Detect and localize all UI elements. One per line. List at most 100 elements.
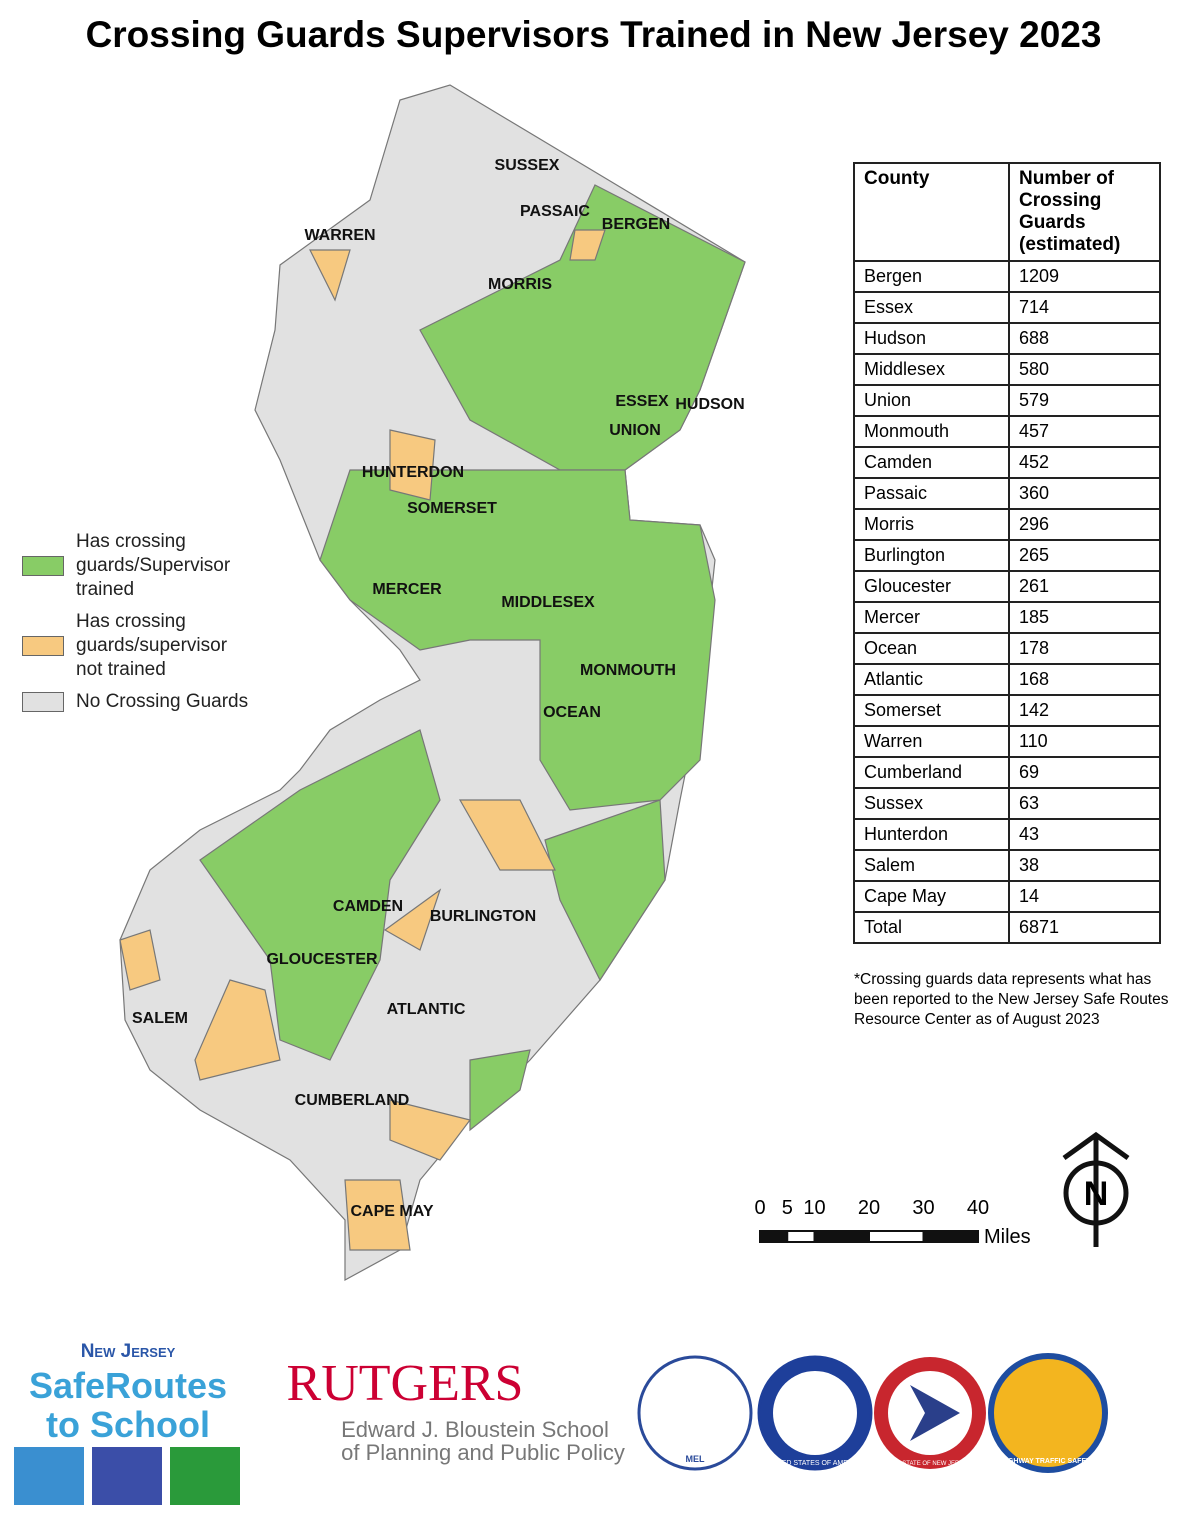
- table-cell: 714: [1008, 291, 1161, 324]
- header-cell: County: [853, 162, 1010, 262]
- table-cell: 6871: [1008, 911, 1161, 944]
- table-cell: Atlantic: [853, 663, 1010, 696]
- table-cell: 360: [1008, 477, 1161, 510]
- legend-swatch: [22, 636, 64, 656]
- table-cell: Passaic: [853, 477, 1010, 510]
- header-cell: Number of Crossing Guards (estimated): [1008, 162, 1161, 262]
- county-table: County Number of Crossing Guards (estimat…: [853, 162, 1161, 944]
- table-cell: 457: [1008, 415, 1161, 448]
- county-label: UNION: [609, 422, 661, 439]
- table-cell: Ocean: [853, 632, 1010, 665]
- table-row: Salem 38: [853, 849, 1161, 882]
- table-cell: 580: [1008, 353, 1161, 386]
- table-cell: 452: [1008, 446, 1161, 479]
- scale-segment: [922, 1230, 979, 1243]
- legend-label: Has crossing guards/Supervisor trained: [76, 531, 231, 600]
- legend-item: Has crossing guards/supervisor not train…: [22, 610, 262, 682]
- county-label: HUDSON: [675, 396, 744, 413]
- table-row: Cumberland 69: [853, 756, 1161, 789]
- table-row: Camden 452: [853, 446, 1161, 479]
- table-cell: Total: [853, 911, 1010, 944]
- table-row: Cape May 14: [853, 880, 1161, 913]
- county-label: PASSAIC: [520, 203, 590, 220]
- table-cell: 14: [1008, 880, 1161, 913]
- table-cell: Mercer: [853, 601, 1010, 634]
- county-label: HUNTERDON: [362, 464, 464, 481]
- table-cell: 296: [1008, 508, 1161, 541]
- logos: New Jersey SafeRoutes to School RUTGERS …: [14, 1341, 1108, 1505]
- table-row: Somerset 142: [853, 694, 1161, 727]
- county-label: BERGEN: [602, 216, 670, 233]
- table-row: Sussex 63: [853, 787, 1161, 820]
- table-cell: Cape May: [853, 880, 1010, 913]
- table-row: Ocean 178: [853, 632, 1161, 665]
- scale-segment: [759, 1230, 789, 1243]
- scale-label: 10: [803, 1197, 825, 1219]
- north-label: N: [1084, 1175, 1109, 1213]
- table-row: Bergen 1209: [853, 260, 1161, 293]
- north-arrow: [1062, 1131, 1130, 1247]
- table-cell: Warren: [853, 725, 1010, 758]
- logo-text: HIGHWAY TRAFFIC SAFETY: [1001, 1458, 1095, 1465]
- table-cell: 63: [1008, 787, 1161, 820]
- logo-text: to School: [46, 1404, 210, 1445]
- table-cell: 69: [1008, 756, 1161, 789]
- table-cell: Salem: [853, 849, 1010, 882]
- county-label: CAPE MAY: [351, 1203, 434, 1220]
- county-label: ATLANTIC: [387, 1001, 466, 1018]
- county-label: OCEAN: [543, 704, 601, 721]
- scale-label: 40: [967, 1197, 989, 1219]
- table-row: Morris 296: [853, 508, 1161, 541]
- table-cell: Union: [853, 384, 1010, 417]
- county-label: GLOUCESTER: [266, 951, 378, 968]
- legend-item: Has crossing guards/Supervisor trained: [22, 530, 262, 602]
- table-cell: 185: [1008, 601, 1161, 634]
- county-label: SUSSEX: [495, 157, 560, 174]
- table-cell: Camden: [853, 446, 1010, 479]
- logo-text: of Planning and Public Policy: [341, 1440, 625, 1465]
- legend-swatch: [22, 692, 64, 712]
- logo-text: MEL: [686, 1454, 706, 1464]
- scale-segment: [813, 1230, 870, 1243]
- table-cell: 579: [1008, 384, 1161, 417]
- logo-text: Edward J. Bloustein School: [341, 1417, 609, 1442]
- table-row: Middlesex 580: [853, 353, 1161, 386]
- table-row: Burlington 265: [853, 539, 1161, 572]
- footnote: *Crossing guards data represents what ha…: [854, 971, 1169, 1028]
- table-cell: Morris: [853, 508, 1010, 541]
- scale-bar: 0 5 10 20 30 40 Miles: [754, 1197, 1030, 1248]
- table-cell: Burlington: [853, 539, 1010, 572]
- table-cell: Monmouth: [853, 415, 1010, 448]
- state-shape: [119, 84, 746, 1282]
- table-cell: Gloucester: [853, 570, 1010, 603]
- table-cell: 142: [1008, 694, 1161, 727]
- table-cell: Hudson: [853, 322, 1010, 355]
- table-cell: Essex: [853, 291, 1010, 324]
- scale-label: 0: [754, 1197, 765, 1219]
- table-row: Monmouth 457: [853, 415, 1161, 448]
- table-header: County Number of Crossing Guards (estimat…: [853, 162, 1161, 262]
- county-label: ESSEX: [615, 393, 669, 410]
- county-label: MERCER: [372, 581, 442, 598]
- legend-item: No Crossing Guards: [22, 690, 262, 714]
- table-cell: Cumberland: [853, 756, 1010, 789]
- logo-text: SafeRoutes: [29, 1365, 227, 1406]
- table-row: Passaic 360: [853, 477, 1161, 510]
- legend: Has crossing guards/Supervisor trained Ha…: [22, 530, 262, 722]
- table-cell: Sussex: [853, 787, 1010, 820]
- scale-unit: Miles: [984, 1226, 1031, 1248]
- table-cell: 688: [1008, 322, 1161, 355]
- table-cell: Bergen: [853, 260, 1010, 293]
- logo-text: New Jersey: [81, 1341, 176, 1362]
- table-cell: 1209: [1008, 260, 1161, 293]
- scale-label: 30: [912, 1197, 934, 1219]
- scale-segment: [786, 1230, 816, 1243]
- table-row: Atlantic 168: [853, 663, 1161, 696]
- table-cell: Somerset: [853, 694, 1010, 727]
- table-row: Essex 714: [853, 291, 1161, 324]
- table-cell: 265: [1008, 539, 1161, 572]
- legend-label: Has crossing guards/supervisor not train…: [76, 611, 228, 680]
- legend-label: No Crossing Guards: [76, 691, 249, 712]
- table-row: Hunterdon 43: [853, 818, 1161, 851]
